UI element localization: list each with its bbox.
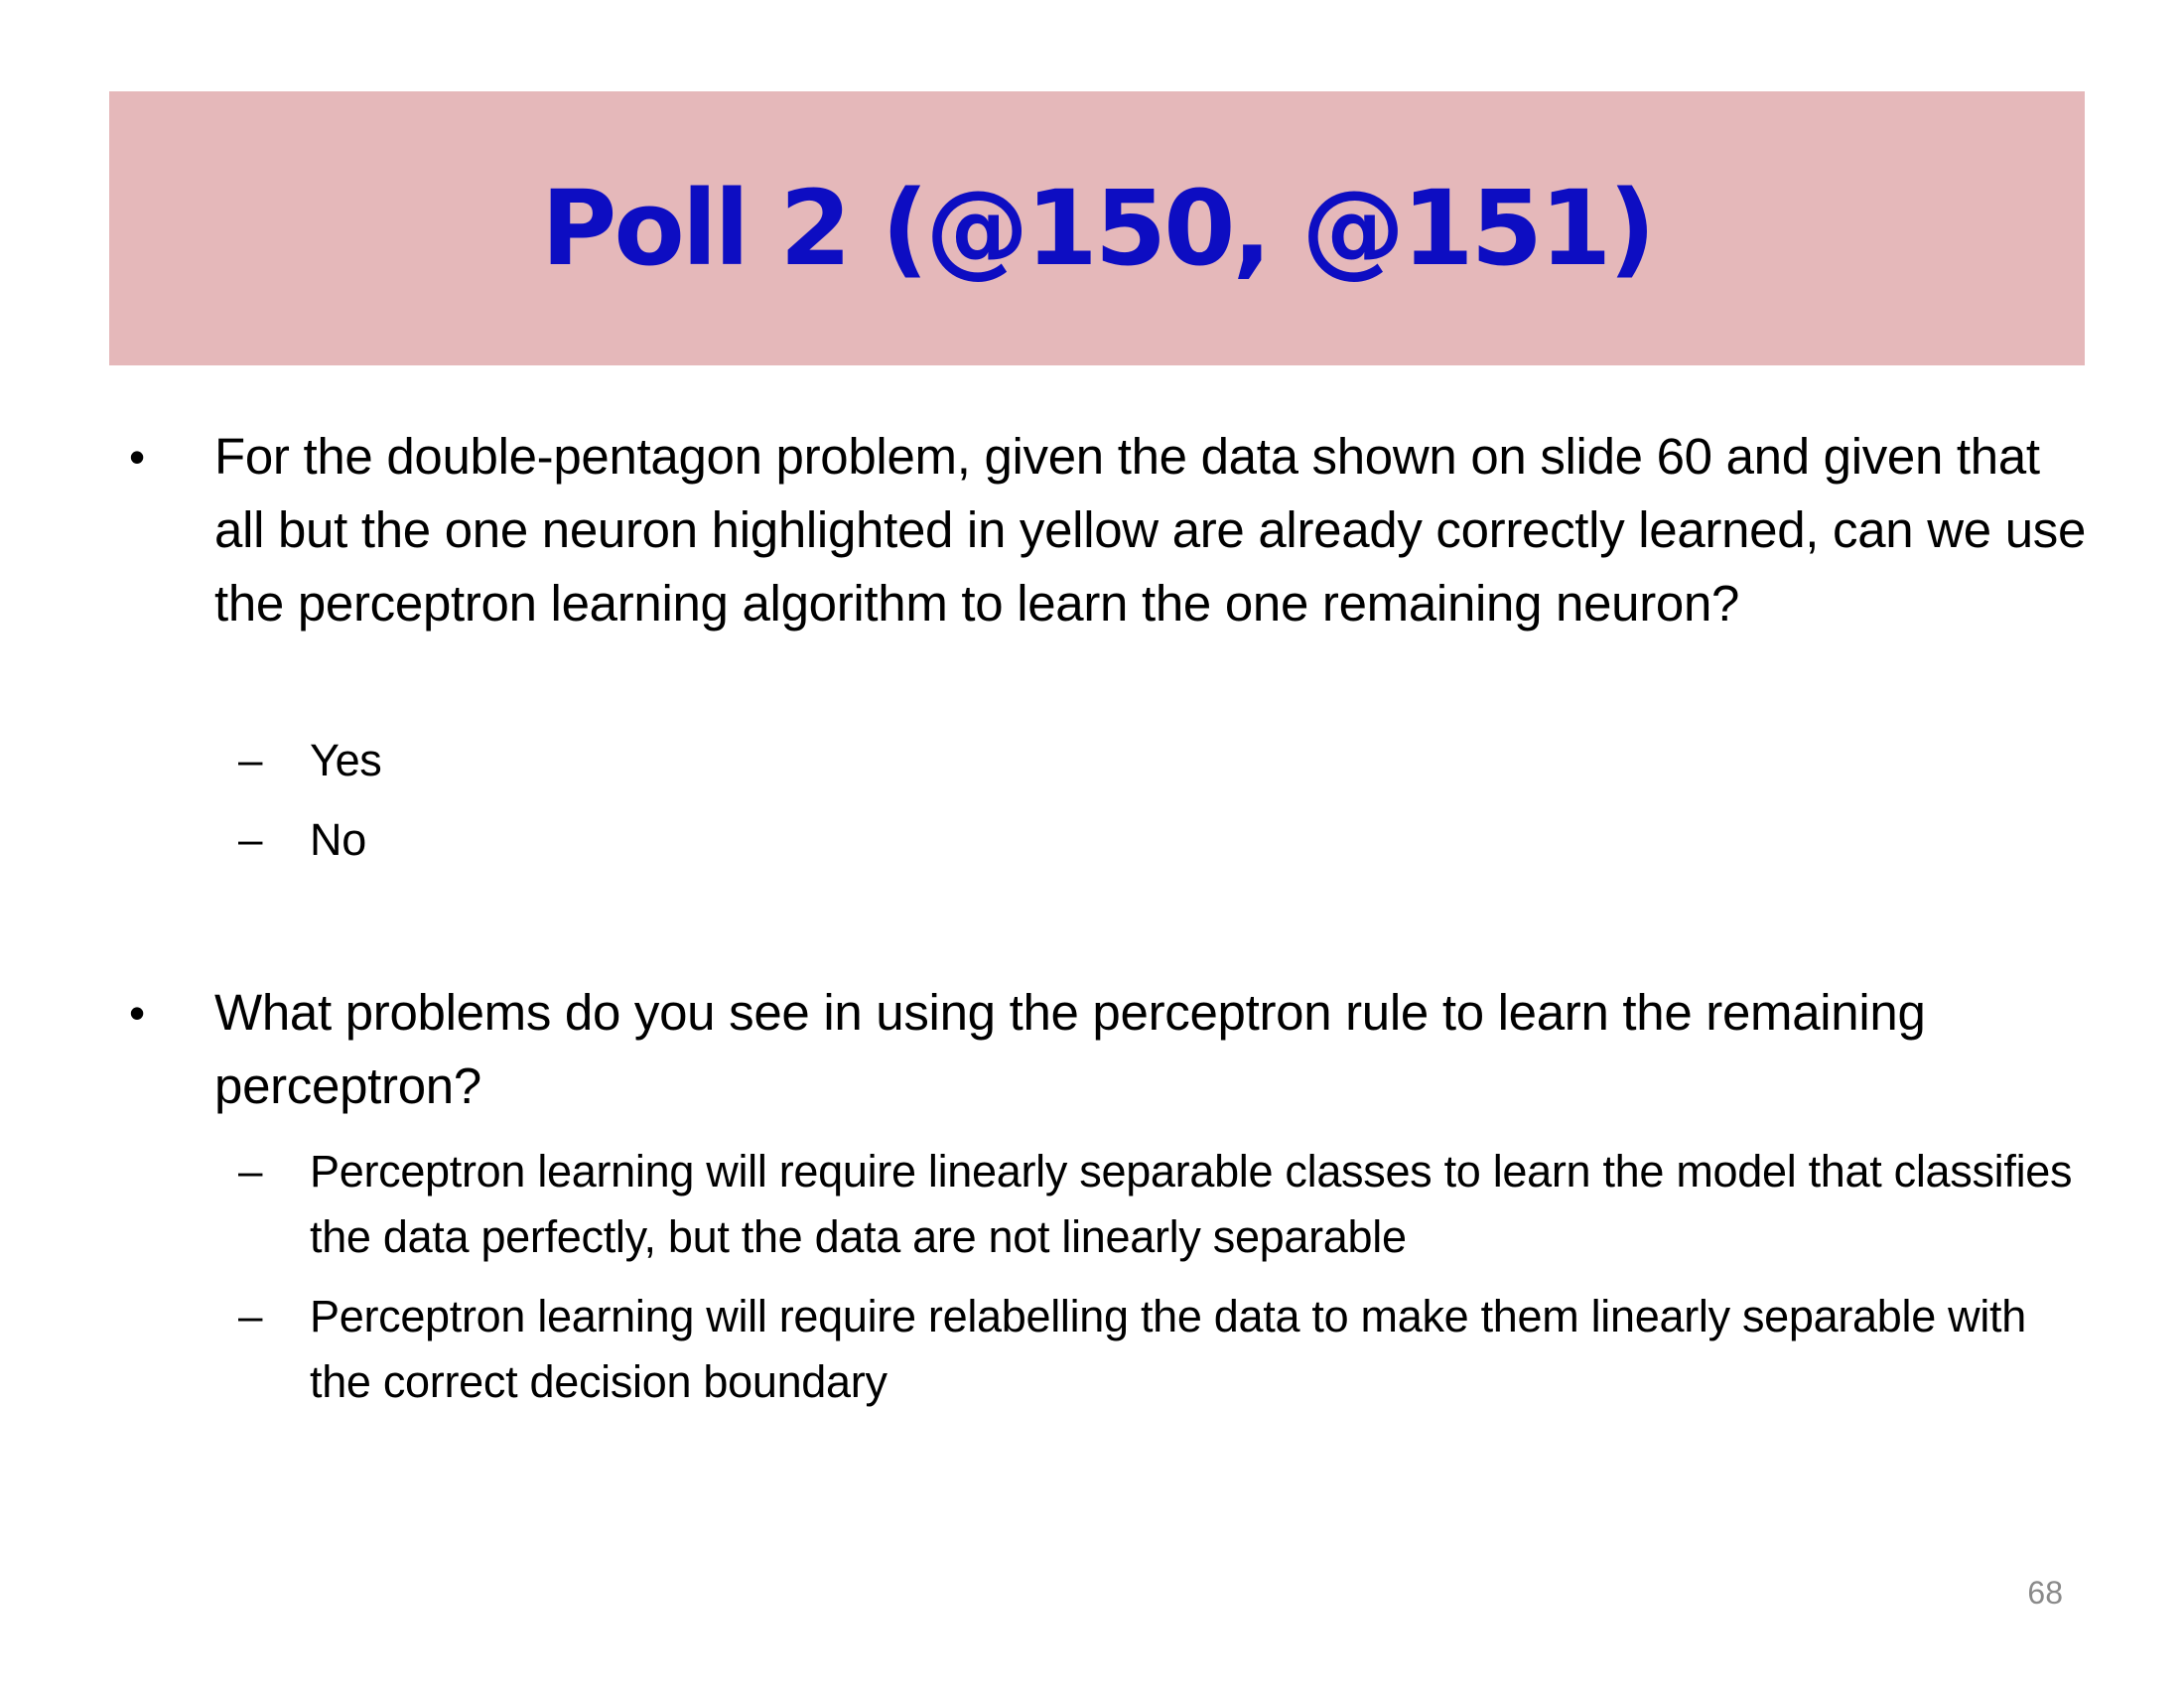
title-band: Poll 2 (@150, @151) bbox=[109, 91, 2085, 365]
dash-marker: – bbox=[238, 736, 263, 784]
page-number: 68 bbox=[2027, 1575, 2063, 1611]
dash-marker: – bbox=[238, 1292, 263, 1340]
dash-marker: – bbox=[238, 815, 263, 864]
bullet-marker: • bbox=[129, 987, 146, 1039]
slide-title: Poll 2 (@150, @151) bbox=[541, 168, 1656, 289]
option-text: Yes bbox=[310, 735, 382, 785]
option-text: Perceptron learning will require relabel… bbox=[310, 1291, 2026, 1407]
question-2-text: What problems do you see in using the pe… bbox=[214, 984, 1926, 1114]
question-1-text: For the double-pentagon problem, given t… bbox=[214, 428, 2087, 632]
option-text: Perceptron learning will require linearl… bbox=[310, 1146, 2073, 1262]
bullet-marker: • bbox=[129, 431, 146, 483]
option-text: No bbox=[310, 814, 366, 865]
dash-marker: – bbox=[238, 1147, 263, 1196]
